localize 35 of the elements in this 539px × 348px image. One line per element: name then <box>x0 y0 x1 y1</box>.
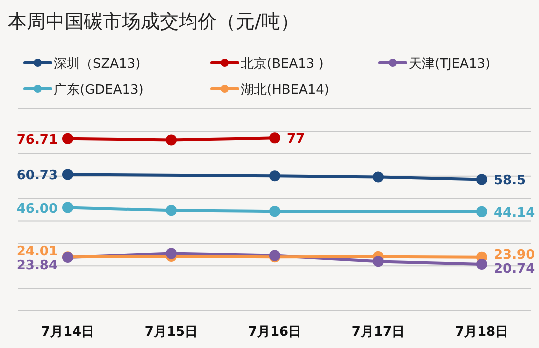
data-label: 23.90 <box>494 248 536 263</box>
data-label: 24.01 <box>16 244 58 260</box>
point <box>62 169 74 180</box>
point <box>270 206 280 218</box>
point <box>476 174 488 186</box>
point <box>270 170 280 182</box>
point <box>476 258 488 270</box>
data-label: 77 <box>287 132 306 148</box>
data-label: 58.5 <box>494 174 526 189</box>
x-tick-label: 7月18日 <box>455 325 509 340</box>
point <box>373 256 384 268</box>
x-tick-label: 7月17日 <box>352 325 406 340</box>
data-label: 76.71 <box>16 132 58 148</box>
legend-label: 北京(BEA13 ) <box>241 57 324 72</box>
point <box>166 134 177 146</box>
data-label: 60.73 <box>16 168 58 184</box>
x-tick-label: 7月16日 <box>248 325 302 340</box>
data-label: 44.14 <box>494 206 536 221</box>
point <box>166 205 177 216</box>
x-tick-label: 7月14日 <box>41 325 95 340</box>
legend-label: 广东(GDEA13) <box>54 83 144 98</box>
point <box>476 206 488 218</box>
point <box>166 248 177 260</box>
data-label: 20.74 <box>494 262 536 277</box>
point <box>270 132 280 144</box>
legend-label: 深圳（SZA13) <box>54 57 141 72</box>
point <box>62 202 74 214</box>
legend-label: 湖北(HBEA14) <box>241 83 330 98</box>
point <box>62 133 74 144</box>
point <box>373 172 384 183</box>
chart-title: 本周中国碳市场成交均价（元/吨） <box>8 11 300 33</box>
x-tick-label: 7月15日 <box>144 325 198 340</box>
legend-label: 天津(TJEA13) <box>409 57 491 72</box>
data-label: 23.84 <box>16 258 58 274</box>
data-label: 46.00 <box>16 202 58 217</box>
